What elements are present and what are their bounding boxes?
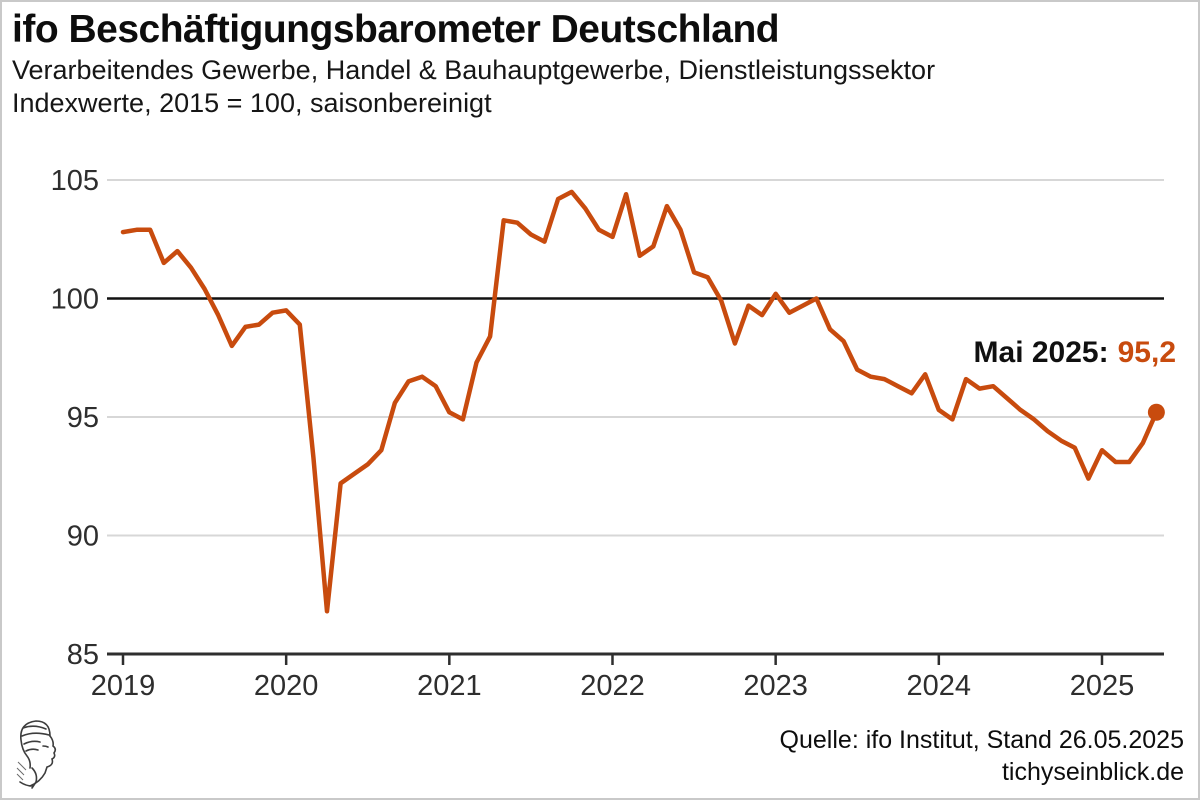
x-axis-label-2023: 2023 [743,670,808,702]
y-axis-label-90: 90 [67,521,99,553]
latest-value-marker [1147,403,1165,421]
y-axis-label-85: 85 [67,639,99,671]
chart-title: ifo Beschäftigungsbarometer Deutschland [12,8,780,51]
employment-barometer-series-line [120,189,1159,614]
x-axis-label-2020: 2020 [254,670,319,702]
tichys-einblick-logo [16,720,57,789]
y-axis-label-105: 105 [51,165,99,197]
latest-value-number: 95,2 [1117,336,1176,369]
source-note: Quelle: ifo Institut, Stand 26.05.2025 t… [780,724,1184,788]
x-axis-label-2021: 2021 [417,670,482,702]
chart-subtitle-line-1: Verarbeitendes Gewerbe, Handel & Bauhaup… [12,55,936,85]
latest-value-annotation: Mai 2025: 95,2 [974,336,1176,370]
x-axis-label-2022: 2022 [580,670,645,702]
y-axis-label-100: 100 [51,284,99,316]
x-axis-label-2019: 2019 [91,670,156,702]
y-axis-label-95: 95 [67,402,99,434]
x-axis-label-2025: 2025 [1070,670,1135,702]
x-axis-label-2024: 2024 [907,670,972,702]
chart-header: ifo Beschäftigungsbarometer Deutschland … [12,6,935,120]
latest-value-label: Mai 2025: [973,336,1109,369]
chart-subtitle-line-2: Indexwerte, 2015 = 100, saisonbereinigt [12,88,492,118]
website-url: tichyseinblick.de [1001,758,1184,786]
source-line: Quelle: ifo Institut, Stand 26.05.2025 [779,726,1184,754]
